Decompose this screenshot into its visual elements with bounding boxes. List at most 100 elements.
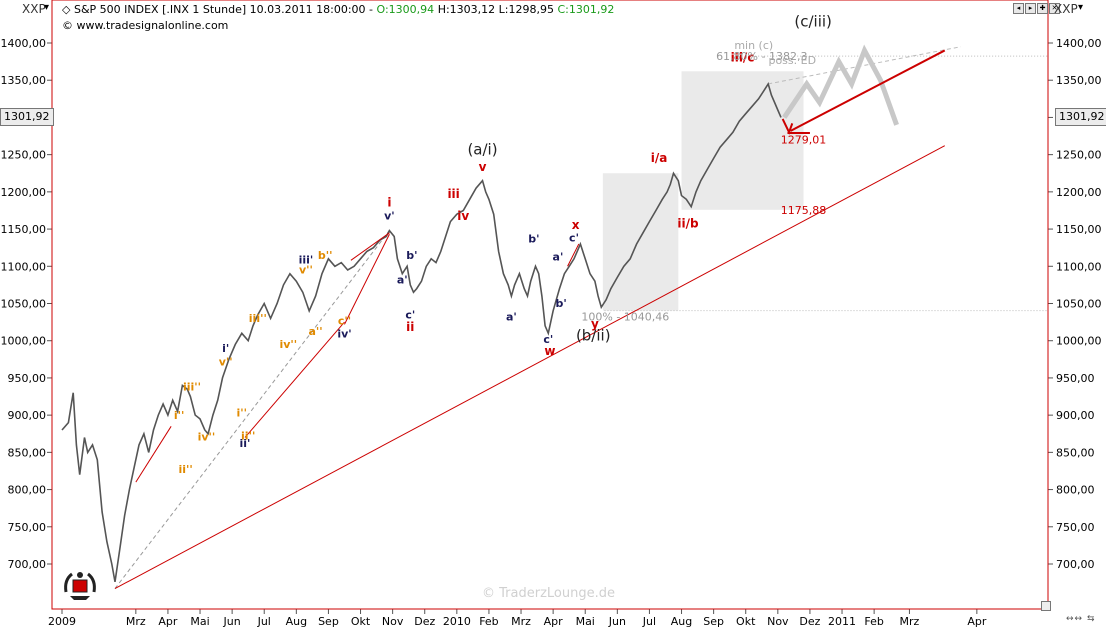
y-tick-label-left: 750,00: [8, 521, 47, 534]
wedge-line: [135, 426, 172, 483]
x-tick-label: Jul: [642, 615, 656, 628]
wave-label-red: y: [591, 317, 599, 331]
x-tick-label: Nov: [767, 615, 789, 628]
close-value: C:1301,92: [557, 3, 615, 16]
watermark: © TraderzLounge.de: [482, 586, 615, 601]
level-label: min (c): [734, 39, 773, 52]
x-tick-label: 2011: [828, 615, 856, 628]
wave-label-orange: b'': [318, 249, 333, 262]
y-tick-label-right: 1150,00: [1056, 223, 1102, 236]
plot-frame: [51, 0, 1049, 610]
symbol-left[interactable]: XXP: [22, 2, 46, 16]
copyright-icon: ©: [62, 19, 77, 32]
channel-line-2: [344, 234, 390, 325]
y-tick-label-left: 1400,00: [1, 37, 47, 50]
expand-icon[interactable]: ✚: [1037, 3, 1048, 14]
wave-label-orange: iv'': [279, 338, 297, 351]
wave-label-major: (b/ii): [576, 327, 611, 345]
x-tick-label: Mrz: [126, 615, 146, 628]
x-tick-label: Jun: [608, 615, 626, 628]
y-tick-label-left: 1000,00: [1, 335, 47, 348]
x-tick-label: Sep: [318, 615, 339, 628]
x-tick-label: Feb: [479, 615, 498, 628]
level-label: 1175,88: [781, 204, 827, 217]
x-tick-label: Sep: [703, 615, 724, 628]
resize-corner-icon[interactable]: [1041, 601, 1051, 611]
wave-label-orange: v'': [219, 355, 233, 368]
x-tick-label: Feb: [864, 615, 883, 628]
level-label: 100% - 1040,46: [581, 311, 669, 324]
wave-label-major: (a/i): [467, 141, 497, 159]
scroll-left-icon[interactable]: ◂: [1013, 3, 1024, 14]
y-tick-label-left: 1250,00: [1, 149, 47, 162]
y-tick-label-left: 700,00: [8, 558, 47, 571]
x-tick-label: Mrz: [900, 615, 920, 628]
dropdown-icon[interactable]: ▾: [44, 2, 50, 13]
wave-label-orange: i'': [174, 409, 185, 422]
datetime: 10.03.2011 18:00:00: [249, 3, 366, 16]
zone-wave-iii: [681, 71, 804, 210]
y-tick-label-left: 1150,00: [1, 223, 47, 236]
level-label: 1279,01: [781, 133, 827, 146]
x-tick-label: 2009: [48, 615, 76, 628]
wave-label-red: i/a: [651, 151, 668, 165]
instrument-icon: ◇: [62, 3, 74, 16]
y-tick-label-left: 1050,00: [1, 298, 47, 311]
wave-label-orange: v'': [299, 264, 313, 277]
wave-label-navy: iv': [337, 328, 351, 341]
chart-header: XXP ▾ ◇ S&P 500 INDEX [.INX 1 Stunde] 10…: [22, 2, 1084, 32]
y-tick-label-right: 850,00: [1056, 446, 1095, 459]
last-price-right: 1301,92: [1055, 108, 1106, 126]
y-tick-label-right: 1250,00: [1056, 149, 1102, 162]
zoom-controls[interactable]: ↔↔ ⇆: [1066, 614, 1096, 624]
x-tick-label: Mai: [190, 615, 209, 628]
dropdown-right-icon[interactable]: ▾: [1078, 2, 1084, 13]
y-tick-label-right: 1050,00: [1056, 298, 1102, 311]
x-tick-label: Aug: [286, 615, 307, 628]
wave-label-red: ii: [406, 320, 414, 334]
wave-label-navy: b': [556, 297, 567, 310]
level-label: poss. ED: [768, 54, 816, 67]
y-tick-label-right: 900,00: [1056, 409, 1095, 422]
x-tick-label: Apr: [967, 615, 987, 628]
channel-line-1: [244, 321, 345, 438]
wave-label-red: v: [479, 160, 487, 174]
annotations: (a/i)(b/ii)(c/iii)viiiiiiivwxyi/aii/biii…: [174, 13, 832, 477]
instrument-name: S&P 500 INDEX [.INX 1 Stunde]: [73, 3, 247, 16]
x-tick-label: Okt: [351, 615, 371, 628]
wave-label-orange: iii'': [249, 312, 267, 325]
level-label: 61,80% - 1382,3: [716, 50, 807, 63]
wave-label-navy: iii': [299, 253, 314, 266]
high-value: H:1303,12: [437, 3, 496, 16]
wave-label-red: iii/c: [731, 51, 755, 65]
y-tick-label-left: 1350,00: [1, 74, 47, 87]
x-tick-label: Dez: [414, 615, 435, 628]
wave-label-red: iii: [447, 187, 459, 201]
y-tick-label-right: 700,00: [1056, 558, 1095, 571]
price-series-line: [61, 81, 782, 583]
x-tick-label: Okt: [736, 615, 756, 628]
wave-label-major: (c/iii): [794, 13, 832, 31]
x-tick-label: Apr: [544, 615, 564, 628]
wave-label-navy: ii': [240, 437, 251, 450]
dashed-projection: [768, 46, 961, 85]
projection-path: [782, 44, 899, 126]
y-tick-label-right: 1000,00: [1056, 335, 1102, 348]
scroll-right-icon[interactable]: ▸: [1025, 3, 1036, 14]
wave-label-red: i: [387, 196, 391, 210]
logo-icon: [64, 572, 96, 600]
symbol-right[interactable]: XXP: [1054, 2, 1078, 16]
y-tick-label-right: 1400,00: [1056, 37, 1102, 50]
wave-label-navy: a': [506, 311, 517, 324]
close-icon[interactable]: ✕: [1049, 3, 1060, 14]
series-layer: [61, 44, 946, 590]
x-tick-label: Dez: [799, 615, 820, 628]
wave-label-navy: c': [569, 232, 579, 245]
wave-label-navy: i': [222, 342, 229, 355]
website: © www.tradesignalonline.com: [62, 19, 229, 32]
trendline: [114, 145, 945, 590]
retracement-zones: [602, 71, 804, 311]
x-tick-label: Jun: [223, 615, 241, 628]
wave-label-navy: b': [406, 249, 417, 262]
